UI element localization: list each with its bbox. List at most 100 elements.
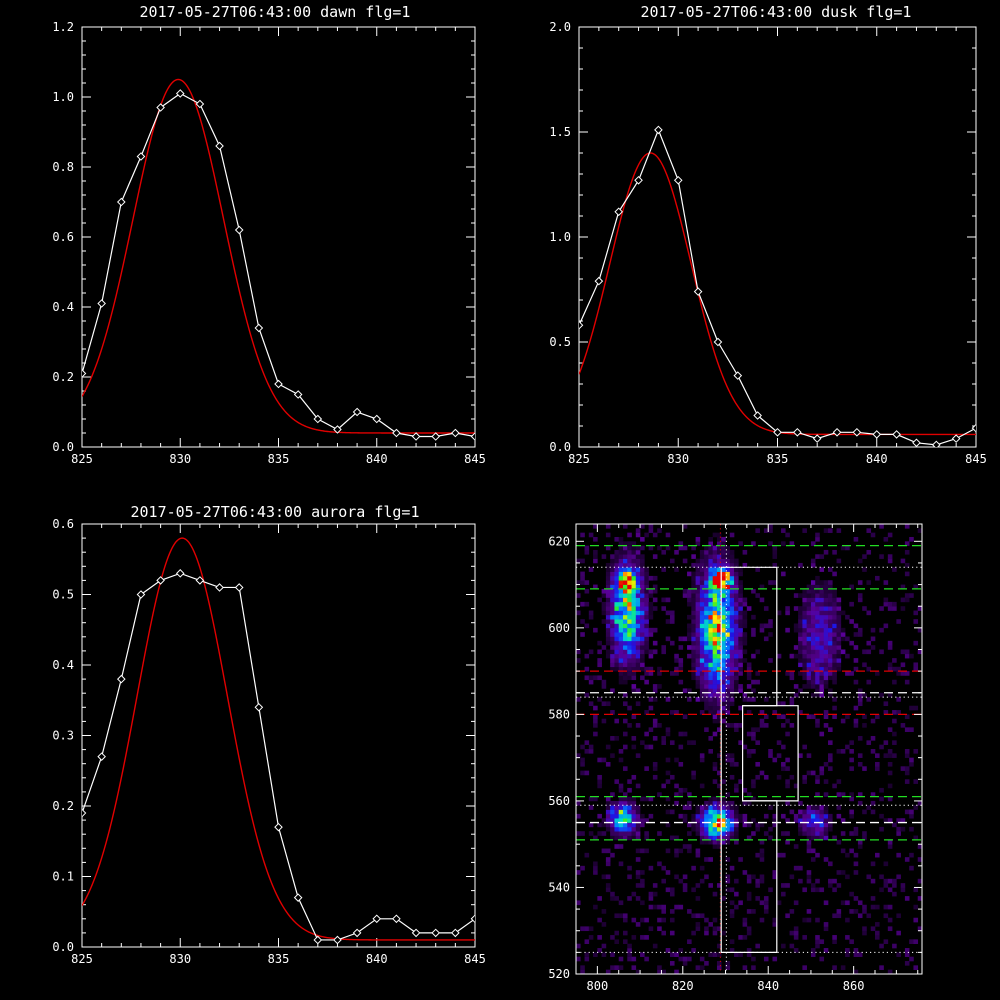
heatmap-pixel [815,640,820,646]
heatmap-pixel [708,749,713,754]
heatmap-pixel [810,818,816,823]
heatmap-pixel [802,675,807,681]
heatmap-pixel [614,779,620,784]
heatmap-pixel [691,575,696,581]
heatmap-pixel [622,831,628,836]
heatmap-pixel [605,649,611,655]
heatmap-pixel [729,671,735,676]
heatmap-pixel [875,714,880,720]
heatmap-pixel [601,679,607,685]
heatmap-pixel [652,649,658,655]
dawn-data-point [82,369,87,378]
heatmap-pixel [729,649,735,655]
heatmap-pixel [819,822,825,828]
heatmap-pixel [652,554,658,559]
heatmap-pixel [708,857,713,862]
heatmap-pixel [734,952,739,957]
heatmap-pixel [759,822,765,828]
heatmap-pixel [610,952,615,957]
heatmap-pixel [622,662,628,668]
heatmap-pixel [755,649,760,655]
heatmap-pixel [712,800,718,806]
heatmap-pixel [597,640,602,646]
heatmap-pixel [618,588,624,594]
heatmap-pixel [832,887,837,893]
heatmap-pixel [896,697,901,702]
heatmap-pixel [631,606,637,611]
heatmap-pixel [678,904,684,910]
heatmap-pixel [729,571,735,577]
heatmap-pixel [635,532,641,538]
heatmap-pixel [699,757,705,763]
heatmap-pixel [789,874,795,880]
heatmap-pixel [657,904,662,910]
heatmap-pixel [802,917,807,923]
heatmap-pixel [904,948,910,953]
image-ytick-label: 600 [548,621,570,635]
heatmap-pixel [738,900,743,906]
heatmap-pixel [631,549,637,555]
heatmap-pixel [725,805,731,810]
heatmap-pixel [721,813,726,819]
heatmap-pixel [759,857,765,862]
heatmap-pixel [793,948,799,953]
heatmap-pixel [695,822,701,828]
heatmap-pixel [857,597,863,603]
heatmap-pixel [712,688,718,694]
heatmap-pixel [648,610,654,616]
heatmap-pixel [708,813,713,819]
heatmap-pixel [712,619,718,624]
heatmap-pixel [721,658,726,663]
heatmap-pixel [618,796,624,802]
heatmap-pixel [729,640,735,646]
heatmap-pixel [712,675,718,681]
heatmap-pixel [699,571,705,577]
heatmap-pixel [828,818,833,823]
heatmap-pixel [648,705,654,711]
heatmap-pixel [708,606,713,611]
heatmap-pixel [588,649,594,655]
heatmap-pixel [887,917,893,923]
heatmap-pixel [734,632,739,637]
heatmap-pixel [738,857,743,862]
heatmap-pixel [857,692,863,698]
heatmap-pixel [622,632,628,637]
heatmap-pixel [584,749,590,754]
heatmap-pixel [819,645,825,650]
heatmap-pixel [627,636,632,642]
heatmap-pixel [614,645,620,650]
heatmap-pixel [627,627,632,633]
heatmap-pixel [734,839,739,845]
heatmap-pixel [738,671,743,676]
heatmap-pixel [712,584,718,590]
heatmap-pixel [819,662,825,668]
heatmap-pixel [716,705,722,711]
heatmap-pixel [576,943,581,949]
heatmap-pixel [742,562,748,568]
dawn-xtick-label: 830 [169,452,191,466]
heatmap-pixel [828,580,833,585]
heatmap-pixel [887,761,893,767]
heatmap-pixel [704,857,709,862]
heatmap-pixel [610,688,615,694]
heatmap-pixel [879,627,884,633]
heatmap-pixel [887,645,893,650]
heatmap-pixel [644,835,649,841]
heatmap-pixel [631,545,637,551]
heatmap-pixel [704,597,709,603]
heatmap-pixel [576,610,581,616]
heatmap-pixel [691,597,696,603]
heatmap-pixel [729,593,735,598]
heatmap-pixel [721,580,726,585]
heatmap-pixel [699,549,705,555]
heatmap-pixel [802,831,807,836]
heatmap-pixel [682,731,688,737]
dawn-data-point [411,432,421,441]
heatmap-pixel [810,675,816,681]
heatmap-pixel [712,710,718,715]
dawn-data-point [97,299,106,308]
heatmap-pixel [738,632,743,637]
heatmap-pixel [840,965,846,970]
dusk-ytick-label: 1.0 [549,230,571,244]
heatmap-pixel [815,826,820,832]
